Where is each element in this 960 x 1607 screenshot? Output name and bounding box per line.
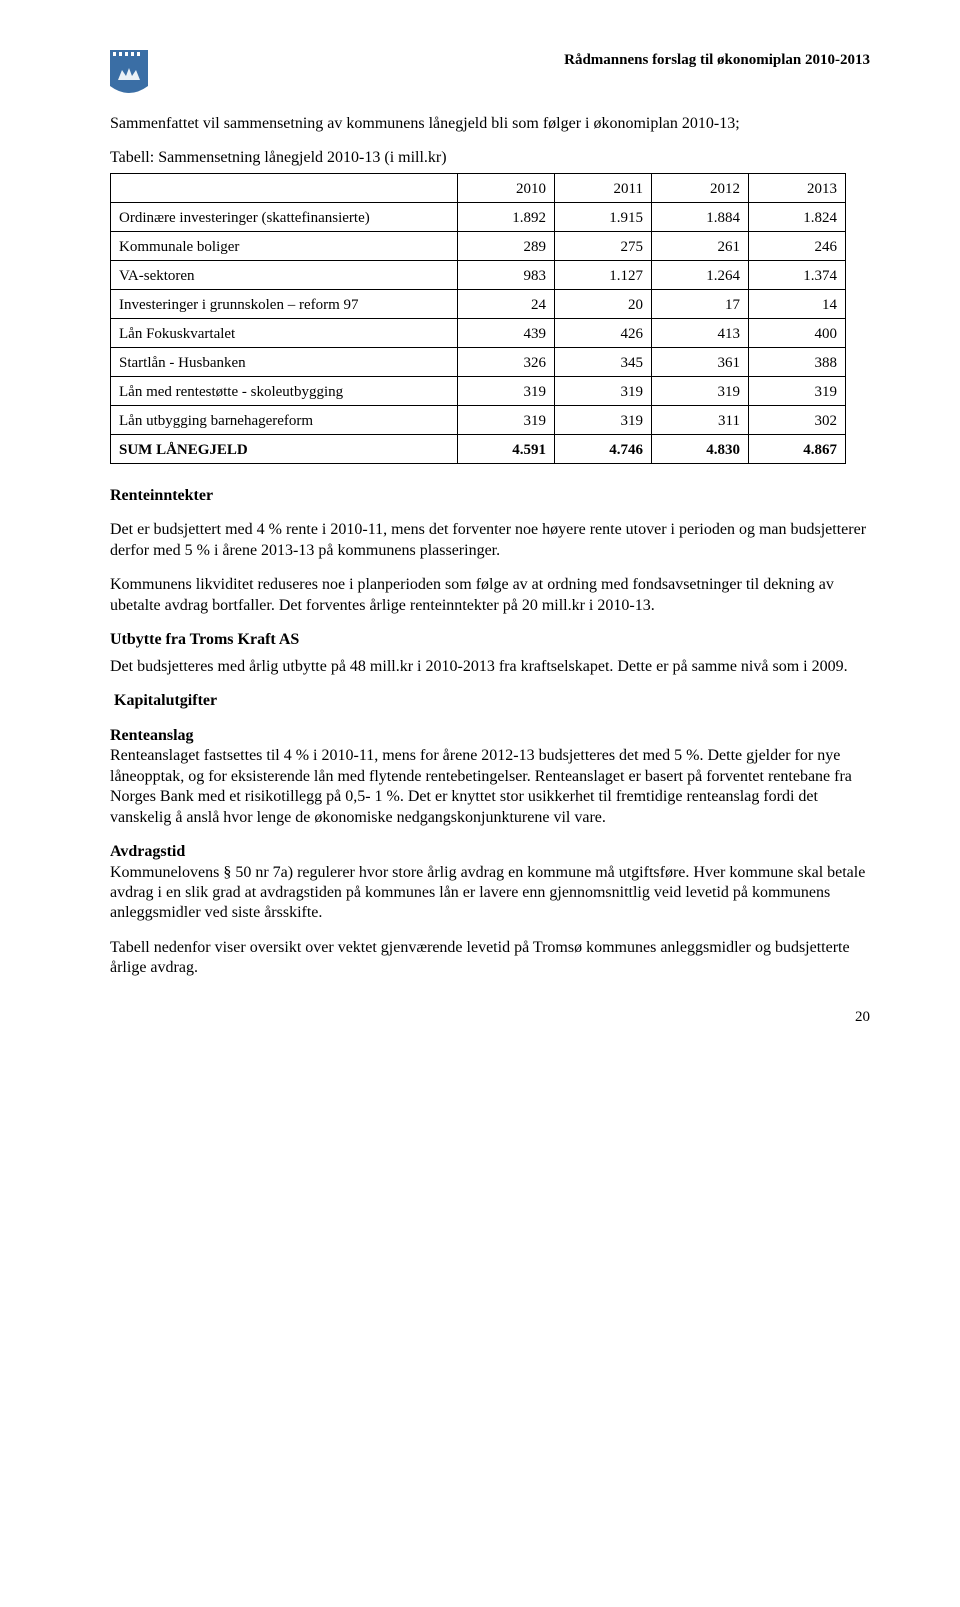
table-cell: 261 — [652, 231, 749, 260]
table-cell: 426 — [555, 318, 652, 347]
table-row-label: VA-sektoren — [111, 260, 458, 289]
table-cell: 14 — [749, 289, 846, 318]
table-cell: 1.824 — [749, 202, 846, 231]
table-cell: 400 — [749, 318, 846, 347]
page-header: Rådmannens forslag til økonomiplan 2010-… — [110, 50, 870, 96]
table-cell: 319 — [458, 405, 555, 434]
table-cell: 361 — [652, 347, 749, 376]
table-cell: 413 — [652, 318, 749, 347]
table-cell: 20 — [555, 289, 652, 318]
table-cell: 983 — [458, 260, 555, 289]
table-row: Lån Fokuskvartalet439426413400 — [111, 318, 846, 347]
kapitalutgifter-heading: Kapitalutgifter — [114, 691, 870, 711]
table-cell: 289 — [458, 231, 555, 260]
table-header-row: 2010 2011 2012 2013 — [111, 173, 846, 202]
renteinntekter-p1: Det er budsjettert med 4 % rente i 2010-… — [110, 520, 870, 561]
table-cell: 24 — [458, 289, 555, 318]
table-row: VA-sektoren9831.1271.2641.374 — [111, 260, 846, 289]
table-cell: 302 — [749, 405, 846, 434]
table-cell: 4.867 — [749, 434, 846, 463]
table-cell: 319 — [555, 405, 652, 434]
renteanslag-heading: Renteanslag — [110, 726, 870, 746]
table-cell: 17 — [652, 289, 749, 318]
table-cell: 319 — [749, 376, 846, 405]
table-cell: 1.884 — [652, 202, 749, 231]
table-year: 2012 — [652, 173, 749, 202]
avdragstid-paragraph: Kommunelovens § 50 nr 7a) regulerer hvor… — [110, 863, 870, 924]
table-cell: 326 — [458, 347, 555, 376]
header-title: Rådmannens forslag til økonomiplan 2010-… — [166, 50, 870, 69]
table-cell: 319 — [652, 376, 749, 405]
table-cell: 319 — [555, 376, 652, 405]
table-year: 2013 — [749, 173, 846, 202]
table-cell: 388 — [749, 347, 846, 376]
table-row: Investeringer i grunnskolen – reform 972… — [111, 289, 846, 318]
table-year: 2011 — [555, 173, 652, 202]
table-cell: 311 — [652, 405, 749, 434]
avdragstid-heading: Avdragstid — [110, 842, 870, 862]
intro-paragraph: Sammenfattet vil sammensetning av kommun… — [110, 114, 870, 134]
renteanslag-paragraph: Renteanslaget fastsettes til 4 % i 2010-… — [110, 746, 870, 828]
renteinntekter-heading: Renteinntekter — [110, 486, 870, 506]
table-row: SUM LÅNEGJELD4.5914.7464.8304.867 — [111, 434, 846, 463]
table-cell: 439 — [458, 318, 555, 347]
table-cell: 246 — [749, 231, 846, 260]
table-row-label: SUM LÅNEGJELD — [111, 434, 458, 463]
table-row-label: Lån Fokuskvartalet — [111, 318, 458, 347]
municipality-logo — [110, 50, 148, 96]
table-year: 2010 — [458, 173, 555, 202]
table-row-label: Lån utbygging barnehagereform — [111, 405, 458, 434]
table-cell: 1.264 — [652, 260, 749, 289]
table-cell: 4.830 — [652, 434, 749, 463]
table-cell: 345 — [555, 347, 652, 376]
table-row-label: Lån med rentestøtte - skoleutbygging — [111, 376, 458, 405]
table-cell: 1.915 — [555, 202, 652, 231]
table-row-label: Startlån - Husbanken — [111, 347, 458, 376]
table-cell: 319 — [458, 376, 555, 405]
table-cell: 1.374 — [749, 260, 846, 289]
utbytte-p1: Det budsjetteres med årlig utbytte på 48… — [110, 657, 870, 677]
renteinntekter-p2: Kommunens likviditet reduseres noe i pla… — [110, 575, 870, 616]
loan-debt-table: 2010 2011 2012 2013 Ordinære investering… — [110, 173, 846, 464]
page-number: 20 — [110, 1009, 870, 1026]
closing-paragraph: Tabell nedenfor viser oversikt over vekt… — [110, 938, 870, 979]
table-row: Ordinære investeringer (skattefinansiert… — [111, 202, 846, 231]
table-row: Lån med rentestøtte - skoleutbygging3193… — [111, 376, 846, 405]
table-cell: 1.892 — [458, 202, 555, 231]
table-cell: 275 — [555, 231, 652, 260]
table-cell: 4.591 — [458, 434, 555, 463]
table-row-label: Kommunale boliger — [111, 231, 458, 260]
table-row: Lån utbygging barnehagereform31931931130… — [111, 405, 846, 434]
utbytte-heading: Utbytte fra Troms Kraft AS — [110, 630, 870, 650]
table-row-label: Investeringer i grunnskolen – reform 97 — [111, 289, 458, 318]
table-cell: 4.746 — [555, 434, 652, 463]
table-header-blank — [111, 173, 458, 202]
table-row-label: Ordinære investeringer (skattefinansiert… — [111, 202, 458, 231]
table-row: Kommunale boliger289275261246 — [111, 231, 846, 260]
table-cell: 1.127 — [555, 260, 652, 289]
table-caption: Tabell: Sammensetning lånegjeld 2010-13 … — [110, 148, 870, 168]
table-row: Startlån - Husbanken326345361388 — [111, 347, 846, 376]
